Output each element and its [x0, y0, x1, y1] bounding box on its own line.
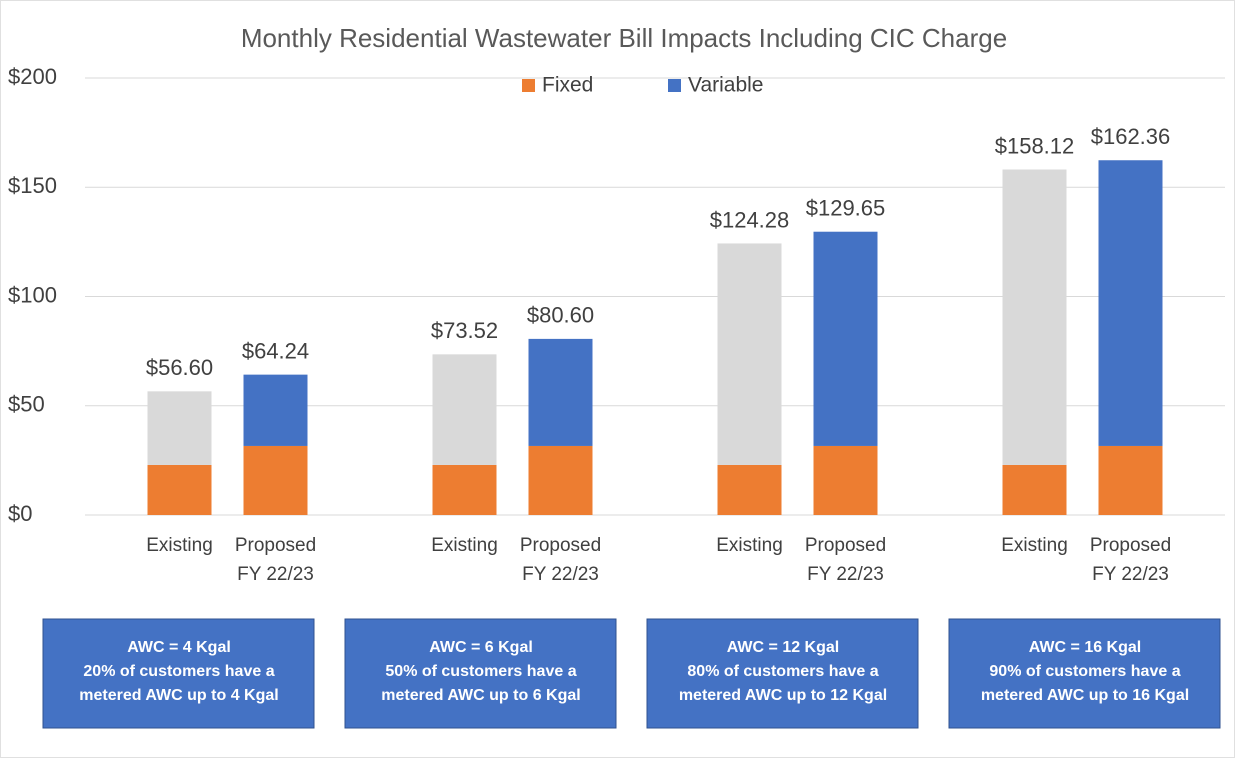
annotation-text: 80% of customers have a	[687, 663, 878, 680]
total-label: $129.65	[806, 196, 886, 221]
x-tick-label: Proposed FY 22/23	[520, 535, 601, 585]
bar-segment	[147, 464, 212, 515]
annotation-box	[42, 618, 315, 729]
bar-segment	[1098, 445, 1163, 515]
total-label: $158.12	[995, 133, 1075, 158]
bar-segment	[243, 374, 308, 446]
y-tick-label: $150	[8, 173, 57, 198]
x-tick-label: Proposed FY 22/23	[1090, 535, 1171, 585]
x-tick-label-line: Proposed	[235, 535, 316, 556]
chart-title: Monthly Residential Wastewater Bill Impa…	[241, 23, 1007, 53]
total-label: $124.28	[710, 207, 790, 232]
legend-label: Variable	[688, 74, 764, 97]
annotation-text: AWC = 4 Kgal	[127, 639, 231, 656]
x-tick-label-line: FY 22/23	[237, 564, 314, 585]
bar-segment	[717, 243, 782, 465]
y-tick-label: $200	[8, 64, 57, 89]
bar-segment	[147, 391, 212, 465]
bar-segment	[432, 464, 497, 515]
total-label: $73.52	[431, 318, 498, 343]
bar-segment	[813, 445, 878, 515]
bar-segment	[243, 445, 308, 515]
bar-segment	[1002, 169, 1067, 465]
annotation-text: 50% of customers have a	[385, 663, 576, 680]
y-tick-label: $100	[8, 282, 57, 307]
bar-segment	[432, 354, 497, 465]
annotation-box	[646, 618, 919, 729]
annotation-text: metered AWC up to 6 Kgal	[381, 687, 580, 704]
x-tick-label-line: FY 22/23	[522, 564, 599, 585]
annotation-box	[948, 618, 1221, 729]
annotation-text: AWC = 6 Kgal	[429, 639, 533, 656]
legend-swatch	[522, 79, 535, 92]
annotation-text: 90% of customers have a	[989, 663, 1180, 680]
bar-segment	[813, 231, 878, 446]
annotation-box	[344, 618, 617, 729]
x-tick-label: Existing	[1001, 535, 1068, 556]
total-label: $64.24	[242, 338, 309, 363]
annotation-text: AWC = 16 Kgal	[1029, 639, 1141, 656]
bar-segment	[1098, 160, 1163, 446]
x-tick-label: Existing	[716, 535, 783, 556]
x-tick-label-line: FY 22/23	[1092, 564, 1169, 585]
total-label: $162.36	[1091, 124, 1171, 149]
bar-segment	[528, 445, 593, 515]
x-tick-label: Proposed FY 22/23	[235, 535, 316, 585]
y-tick-label: $0	[8, 501, 32, 526]
annotation-text: 20% of customers have a	[83, 663, 274, 680]
bar-segment	[528, 338, 593, 446]
annotation-text: metered AWC up to 4 Kgal	[79, 687, 278, 704]
x-tick-label-line: Proposed	[805, 535, 886, 556]
x-tick-label: Existing	[431, 535, 498, 556]
bar-segment	[1002, 464, 1067, 515]
legend-swatch	[668, 79, 681, 92]
total-label: $56.60	[146, 355, 213, 380]
y-tick-label: $50	[8, 392, 45, 417]
bar-segment	[717, 464, 782, 515]
annotation-text: metered AWC up to 16 Kgal	[981, 687, 1189, 704]
x-tick-label-line: FY 22/23	[807, 564, 884, 585]
x-tick-label-line: Proposed	[520, 535, 601, 556]
annotation-text: metered AWC up to 12 Kgal	[679, 687, 887, 704]
legend-label: Fixed	[542, 74, 593, 97]
annotation-text: AWC = 12 Kgal	[727, 639, 839, 656]
x-tick-label: Proposed FY 22/23	[805, 535, 886, 585]
x-tick-label: Existing	[146, 535, 213, 556]
x-tick-label-line: Proposed	[1090, 535, 1171, 556]
total-label: $80.60	[527, 303, 594, 328]
